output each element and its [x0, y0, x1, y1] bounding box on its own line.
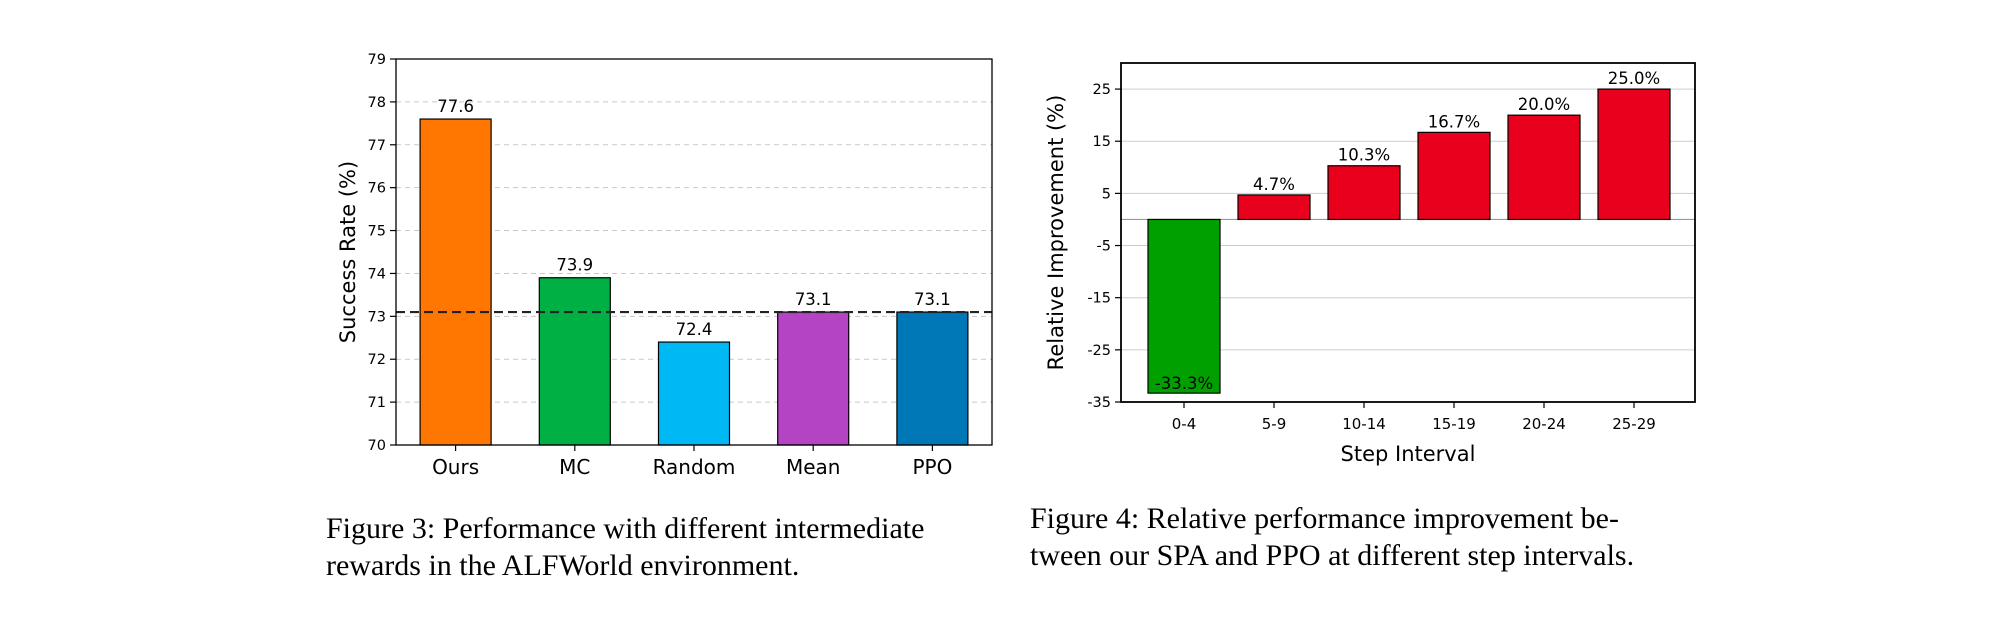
- bar-ppo: [896, 311, 969, 446]
- y-axis-label: Relative Improvement (%): [1044, 95, 1068, 371]
- y-axis-label: Success Rate (%): [336, 161, 360, 343]
- x-tick-label-15-19: 15-19: [1432, 415, 1476, 433]
- y-tick-label-0: 70: [368, 438, 386, 454]
- x-tick-label-mc: MC: [559, 455, 590, 479]
- y-tick-label-5: 75: [368, 224, 386, 240]
- y-tick-label-5: 15: [1093, 134, 1111, 150]
- plot-frame: [395, 58, 993, 446]
- x-tick-label-5-9: 5-9: [1262, 415, 1287, 433]
- chart-success-rate: 70 71 72 73 74 75 76 77 78 79 77.6 Ours 73.9 MC 72.4 Ra…: [336, 52, 993, 479]
- y-tick-label-8: 78: [368, 95, 386, 111]
- y-tick-label-4: 5: [1102, 186, 1111, 202]
- x-axis-label: Step Interval: [1341, 442, 1476, 466]
- y-tick-label-6: 76: [368, 181, 386, 197]
- figure-3-caption-line-2: rewards in the ALFWorld environment.: [326, 549, 800, 582]
- bar-random: [657, 341, 731, 446]
- bar-mean: [777, 311, 850, 446]
- data-label-5-9: 4.7%: [1253, 175, 1295, 194]
- y-tick-label-1: -25: [1087, 343, 1111, 359]
- y-tick-label-3: -5: [1097, 239, 1111, 255]
- bar-10-14: [1327, 165, 1401, 221]
- data-label-mc: 73.9: [556, 256, 593, 275]
- figure-4-caption-line-1: Figure 4: Relative performance improveme…: [1030, 502, 1619, 535]
- y-tick-label-4: 74: [368, 266, 386, 282]
- y-tick-label-2: -15: [1087, 291, 1111, 307]
- y-tick-label-3: 73: [368, 309, 386, 325]
- bar-mc: [538, 277, 611, 446]
- data-label-0-4: -33.3%: [1155, 374, 1213, 393]
- bar-25-29: [1597, 88, 1671, 221]
- y-tick-label-1: 71: [368, 395, 386, 411]
- figure-4-caption: Figure 4: Relative performance improveme…: [1030, 500, 1634, 574]
- data-label-10-14: 10.3%: [1338, 146, 1390, 165]
- bar-0-4: [1147, 218, 1221, 394]
- y-tick-label-6: 25: [1093, 82, 1111, 98]
- data-label-25-29: 25.0%: [1608, 69, 1660, 88]
- data-label-ours: 77.6: [437, 97, 474, 116]
- x-tick-label-mean: Mean: [786, 455, 841, 479]
- plot-frame: [1120, 62, 1696, 403]
- data-label-ppo: 73.1: [914, 290, 951, 309]
- bar-15-19: [1417, 131, 1491, 221]
- bar-5-9: [1237, 194, 1311, 221]
- data-label-20-24: 20.0%: [1518, 95, 1570, 114]
- data-label-mean: 73.1: [795, 290, 832, 309]
- data-label-15-19: 16.7%: [1428, 112, 1480, 131]
- x-tick-label-25-29: 25-29: [1612, 415, 1656, 433]
- data-label-random: 72.4: [676, 320, 713, 339]
- x-tick-label-10-14: 10-14: [1342, 415, 1386, 433]
- figure-4-caption-line-2: tween our SPA and PPO at different step …: [1030, 539, 1635, 572]
- bar-20-24: [1507, 114, 1581, 221]
- figure-3-caption-line-1: Figure 3: Performance with different int…: [326, 512, 925, 545]
- x-tick-label-0-4: 0-4: [1172, 415, 1197, 433]
- y-tick-label-0: -35: [1087, 395, 1111, 411]
- x-tick-label-20-24: 20-24: [1522, 415, 1566, 433]
- x-tick-label-ppo: PPO: [912, 455, 952, 479]
- chart-relative-improvement: -35 -25 -15 -5 5 15 25 -33.3% 0-4 4.7% 5-9 10.3% 10-…: [1044, 62, 1696, 466]
- x-tick-label-ours: Ours: [432, 455, 479, 479]
- figure-3-caption: Figure 3: Performance with different int…: [326, 510, 924, 584]
- bar-ours: [419, 118, 492, 446]
- y-tick-label-7: 77: [368, 138, 386, 154]
- y-tick-label-2: 72: [368, 352, 386, 368]
- y-tick-label-9: 79: [368, 52, 386, 68]
- x-tick-label-random: Random: [653, 455, 736, 479]
